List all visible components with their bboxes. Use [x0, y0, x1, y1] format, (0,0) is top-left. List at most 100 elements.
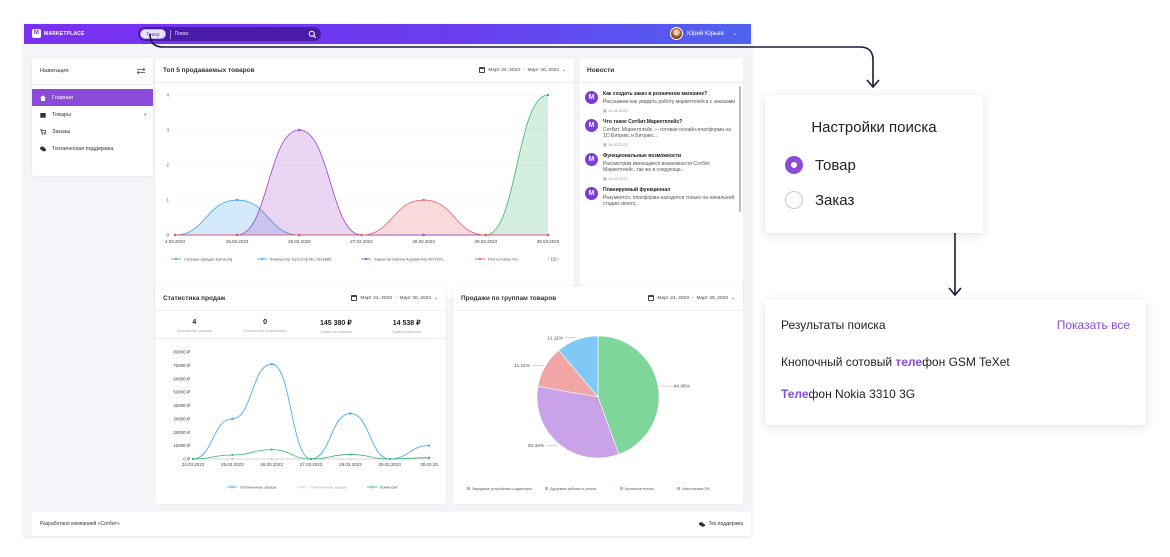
- data-point: [235, 198, 239, 202]
- news-item[interactable]: M Функциональные возможности Рассмотрим …: [579, 152, 743, 181]
- legend-label: Отмененные заказы: [310, 485, 347, 490]
- top-bar: M MARKETPLACE Товар Поиск Юрий Юрьев ⌄: [24, 24, 751, 44]
- calendar-icon: [479, 67, 486, 73]
- search-result-item[interactable]: Телефон Nokia 3310 3G: [781, 387, 915, 401]
- legend-marker: [230, 485, 234, 489]
- x-tick-label: 26.03.2023: [260, 462, 283, 467]
- news-card: Новости M Как создать заказ в розничном …: [579, 58, 743, 298]
- legend-swatch: [677, 487, 680, 490]
- radio-option-order[interactable]: Заказ: [785, 191, 854, 209]
- sidebar-item-label: Главная: [52, 94, 73, 101]
- search-result-item[interactable]: Кнопочный сотовый телефон GSM TeXet: [781, 355, 1010, 369]
- search-settings-title: Настройки поиска: [811, 119, 937, 136]
- x-tick-label: 27.03.2023: [350, 239, 373, 244]
- date-range-picker[interactable]: Март 24, 2023 - Март 30, 2023 ⌄: [479, 67, 566, 73]
- stats-row: 4 Количество заказов 0 Количество отмененн…: [155, 311, 446, 334]
- news-scrollbar[interactable]: [739, 86, 741, 212]
- news-logo-icon: M: [585, 91, 598, 104]
- news-item-title: Что такое Сотбит.Маркетплейс?: [603, 118, 683, 125]
- user-name: Юрий Юрьев: [686, 30, 724, 37]
- stat-order-sum: 145 380 ₽ Сумма по заказам: [301, 319, 372, 334]
- y-tick-label: 70000 ₽: [173, 363, 191, 368]
- date-separator: -: [691, 295, 694, 301]
- date-range-picker[interactable]: Март 24, 2023 - Март 30, 2023 ⌄: [351, 295, 438, 301]
- news-item[interactable]: M Планируемый функционал Разумеется, пла…: [579, 186, 743, 208]
- search-input[interactable]: Поиск: [174, 31, 189, 37]
- data-point: [484, 233, 488, 237]
- y-tick-label: 10000 ₽: [173, 443, 191, 448]
- groups-pie-card: Продажи по группам товаров Март 24, 2023…: [453, 286, 743, 504]
- x-tick-label: 30.03.20: [420, 462, 438, 467]
- news-item-title: Планируемый функционал: [603, 186, 671, 193]
- show-all-link[interactable]: Показать все: [1056, 318, 1130, 332]
- sidebar-item-products[interactable]: Товары ›: [32, 106, 153, 123]
- radio-label: Заказ: [815, 191, 855, 209]
- date-separator: -: [394, 295, 397, 301]
- news-item-date: ▦ 16.02.2023: [603, 141, 628, 147]
- news-item-body: Разумеется, платформа находится только н…: [603, 194, 735, 208]
- date-to: Март 30, 2023: [399, 295, 431, 301]
- user-menu[interactable]: Юрий Юрьев ⌄: [669, 27, 737, 40]
- result-highlight: Теле: [781, 387, 809, 401]
- news-logo-icon: M: [585, 152, 598, 166]
- news-item[interactable]: M Как создать заказ в розничном магазине…: [579, 91, 743, 113]
- radio-unselected-icon[interactable]: [785, 191, 803, 209]
- data-point: [298, 128, 301, 132]
- connector-search-to-settings: [149, 33, 874, 86]
- legend-label: Сетевая зарядка Samsung: [184, 257, 232, 262]
- stat-cancelled: 0 Количество отмененных: [230, 319, 301, 334]
- top5-title: Топ 5 продаваемых товаров: [163, 66, 255, 74]
- y-tick-label: 2: [166, 163, 169, 168]
- news-item-date: ▦ 16.02.2023: [603, 107, 628, 113]
- search-bar[interactable]: Товар Поиск: [138, 27, 321, 41]
- y-tick-label: 1: [166, 198, 169, 203]
- sales-header: Статистика продаж Март 24, 2023 - Март 3…: [155, 286, 446, 311]
- news-date-text: 16.02.2023: [607, 141, 628, 147]
- series-area: [175, 95, 548, 235]
- data-point: [270, 362, 273, 366]
- sidebar-item-orders[interactable]: Заказы: [32, 123, 153, 140]
- sidebar-title: Навигация: [40, 68, 69, 74]
- news-item[interactable]: M Что такое Сотбит.Маркетплейс? Сотбит. …: [579, 118, 743, 147]
- data-point: [231, 417, 234, 420]
- date-from: Март 24, 2023: [488, 67, 520, 73]
- sidebar-header: Навигация: [32, 58, 153, 85]
- stat-label: Сумма по заказам: [319, 330, 353, 334]
- pie-slice: [597, 335, 660, 455]
- chevron-down-icon: ⌄: [433, 295, 438, 301]
- radio-option-product[interactable]: Товар: [785, 156, 856, 174]
- news-date-text: 16.02.2023: [607, 107, 628, 113]
- data-point: [231, 457, 234, 461]
- logo-mark: M: [32, 29, 41, 38]
- stat-label: Количество заказов: [176, 329, 212, 333]
- pie-value-label: 33.33%: [528, 443, 545, 449]
- news-header: Новости: [579, 58, 743, 83]
- y-tick-label: 0 ₽: [183, 457, 191, 462]
- data-point: [422, 198, 425, 202]
- y-tick-label: 40000 ₽: [173, 403, 191, 408]
- y-tick-label: 0: [166, 233, 169, 238]
- date-from: Март 24, 2023: [657, 295, 689, 301]
- sidebar-item-home[interactable]: Главная: [32, 89, 153, 106]
- result-highlight: теле: [895, 355, 923, 369]
- box-icon: [40, 112, 46, 118]
- top5-chart-card: Топ 5 продаваемых товаров Март 24, 2023 …: [155, 58, 574, 298]
- sidebar-toggle-icon[interactable]: [137, 68, 145, 74]
- search-icon[interactable]: [308, 30, 317, 39]
- x-tick-label: 26.03.2023: [288, 239, 311, 244]
- sidebar-item-support[interactable]: Техническая поддержка: [32, 140, 153, 157]
- data-point: [388, 457, 391, 461]
- date-range-picker[interactable]: Март 24, 2023 - Март 30, 2023 ⌄: [648, 295, 735, 301]
- result-text: фон Nokia 3310 3G: [808, 387, 916, 401]
- logo[interactable]: M MARKETPLACE: [32, 29, 85, 38]
- x-tick-label: 29.03.2023: [475, 239, 498, 244]
- series-area: [175, 200, 548, 235]
- date-to: Март 30, 2023: [527, 67, 559, 73]
- news-title: Новости: [587, 66, 615, 74]
- date-from: Март 24, 2023: [360, 295, 392, 301]
- stat-commission-sum: 14 538 ₽ Сумма комиссии: [371, 319, 442, 334]
- search-type-chip[interactable]: Товар: [140, 29, 166, 39]
- support-link[interactable]: Тех.поддержка: [699, 521, 743, 527]
- radio-selected-icon[interactable]: [785, 156, 803, 174]
